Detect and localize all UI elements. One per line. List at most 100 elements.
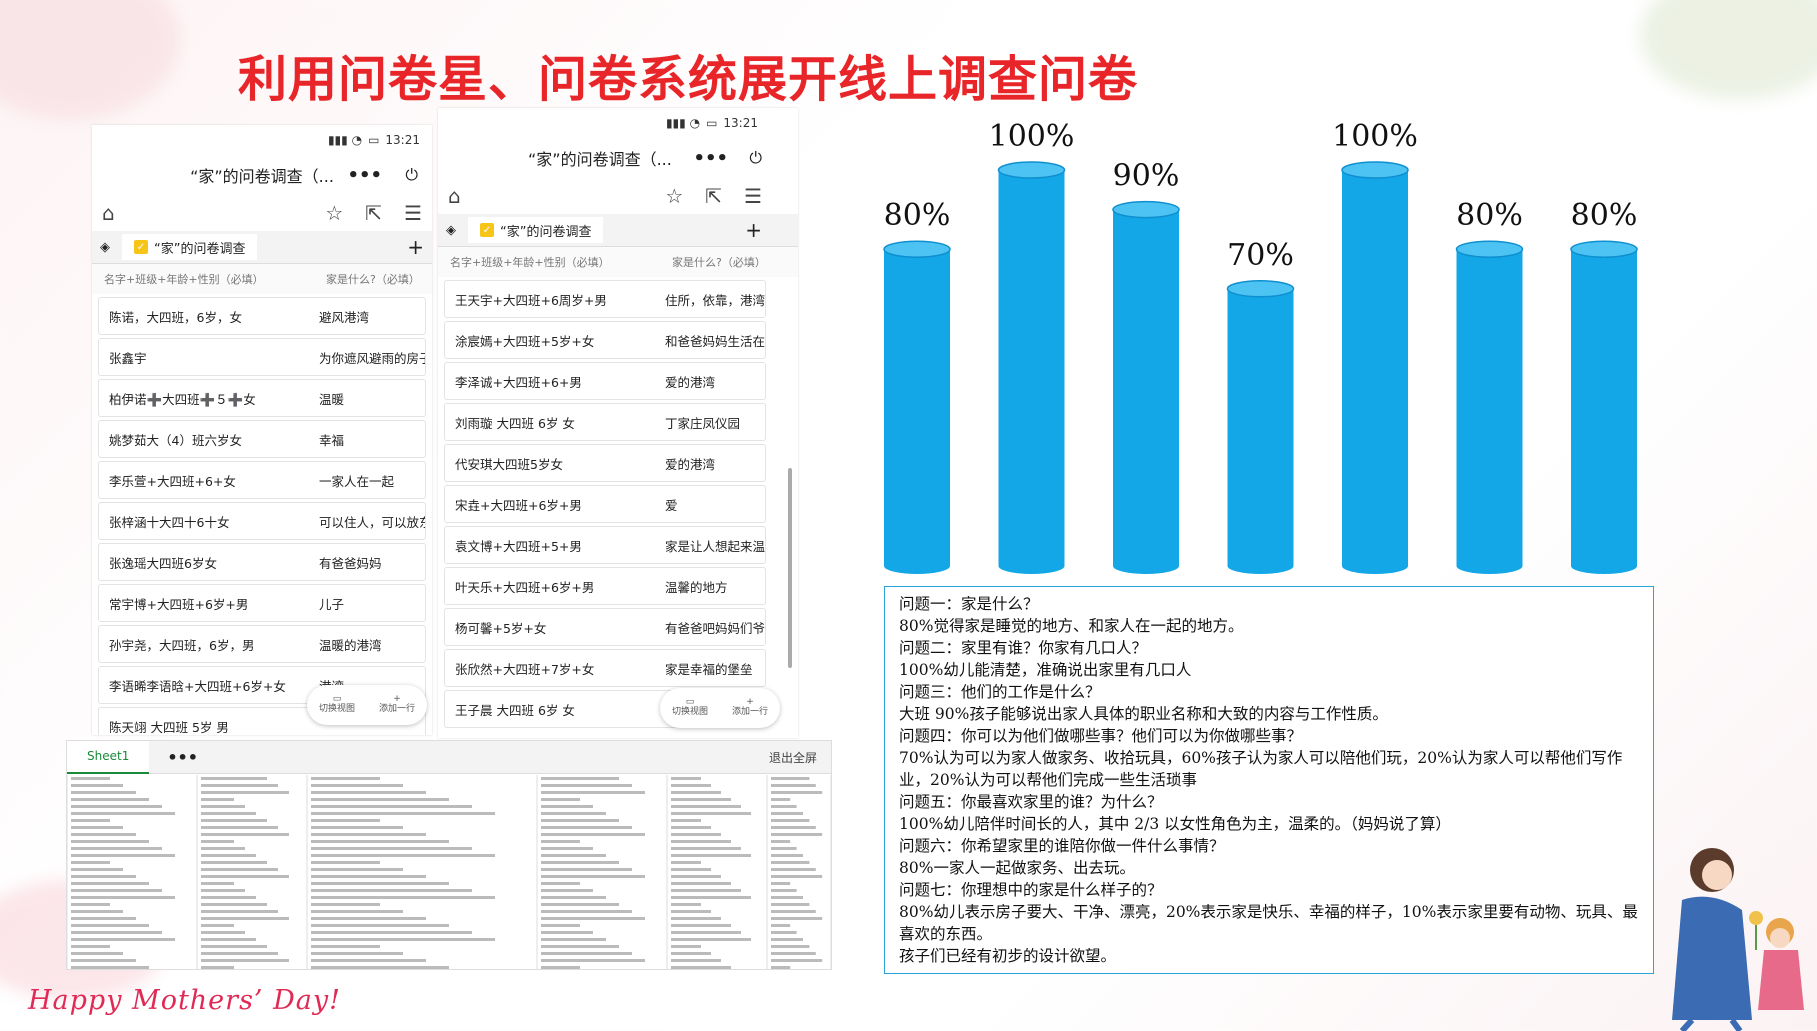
cell-text xyxy=(671,833,721,836)
more-icon[interactable]: ••• xyxy=(167,747,199,767)
cell-text xyxy=(771,882,791,885)
add-tab-icon[interactable]: + xyxy=(745,218,762,242)
cell-text xyxy=(771,847,797,850)
bar-value-label: 100% xyxy=(1332,119,1418,154)
cell-text xyxy=(311,798,449,801)
column-name: 名字+班级+年龄+性别（必填） xyxy=(450,256,610,269)
cell-text xyxy=(671,777,701,780)
cell-text xyxy=(541,784,632,787)
tab-survey[interactable]: ✓ “家”的问卷调查 xyxy=(468,217,604,243)
layers-icon[interactable]: ◈ xyxy=(100,239,110,255)
table-row[interactable]: 宋垚+大四班+6岁+男 爱 xyxy=(444,485,766,523)
switch-view-button[interactable]: ▭ 切换视图 xyxy=(671,697,708,717)
table-row[interactable]: 张欣然+大四班+7岁+女 家是幸福的堡垒 xyxy=(444,649,766,687)
cell-text xyxy=(201,931,245,934)
power-icon[interactable]: ⏻ xyxy=(405,165,418,184)
header-title: “家”的问卷调查（... xyxy=(190,167,334,186)
sheet-toolbar: Sheet1 ••• 退出全屏 xyxy=(67,741,831,774)
answer-line: 100%幼儿能清楚，准确说出家里有几口人 xyxy=(899,661,1192,679)
table-row[interactable]: 代安琪大四班5岁女 爱的港湾 xyxy=(444,444,766,482)
cell-text xyxy=(71,903,110,906)
cell-text xyxy=(541,819,619,822)
table-row[interactable]: 杨可馨+5岁+女 有爸爸吧妈妈们爷爷奶 xyxy=(444,608,766,646)
cell-text xyxy=(311,966,449,969)
cell-text xyxy=(771,896,803,899)
cell-text xyxy=(541,966,580,969)
table-row[interactable]: 张梓涵十大四十6十女 可以住人，可以放东 xyxy=(98,502,426,540)
status-time: 13:21 xyxy=(723,116,758,130)
cell-text xyxy=(311,833,426,836)
table-row[interactable]: 常宇博+大四班+6岁+男 儿子 xyxy=(98,584,426,622)
cell-text xyxy=(541,875,645,878)
home-icon[interactable]: ⌂ xyxy=(102,201,115,225)
table-row[interactable]: 李乐萱+大四班+6+女 一家人在一起 xyxy=(98,461,426,499)
table-row[interactable]: 叶天乐+大四班+6岁+男 温馨的地方 xyxy=(444,567,766,605)
add-row-button[interactable]: + 添加一行 xyxy=(378,694,415,714)
bar xyxy=(1570,240,1638,574)
sheet-grid xyxy=(67,775,831,969)
layers-icon[interactable]: ◈ xyxy=(446,222,456,238)
cell-text xyxy=(541,805,593,808)
toolbar: ⌂ ☆ ⇱ ☰ xyxy=(92,195,432,231)
cell-text xyxy=(311,896,495,899)
switch-view-button[interactable]: ▭ 切换视图 xyxy=(318,694,355,714)
cell-text xyxy=(71,819,110,822)
cell-text xyxy=(201,840,234,843)
share-icon[interactable]: ⇱ xyxy=(705,184,723,208)
cell-text xyxy=(311,854,495,857)
table-row[interactable]: 刘雨璇 大四班 6岁 女 丁家庄凤仪园 xyxy=(444,403,766,441)
star-icon[interactable]: ☆ xyxy=(325,201,344,225)
menu-icon[interactable]: ☰ xyxy=(404,201,422,225)
cell-text xyxy=(541,798,580,801)
cell-text xyxy=(671,840,731,843)
table-row[interactable]: 袁文博+大四班+5+男 家是让人想起来温暖的 xyxy=(444,526,766,564)
cell-text xyxy=(541,931,593,934)
table-row[interactable]: 陈诺，大四班，6岁，女 避风港湾 xyxy=(98,297,426,335)
column-header: 名字+班级+年龄+性别（必填） 家是什么?（必填） xyxy=(92,264,432,294)
cell-text xyxy=(201,875,289,878)
table-row[interactable]: 王天宇+大四班+6周岁+男 住所，依靠，港湾 xyxy=(444,280,766,318)
cell-text xyxy=(201,868,278,871)
table-row[interactable]: 姚梦茹大（4）班六岁女 幸福 xyxy=(98,420,426,458)
power-icon[interactable]: ⏻ xyxy=(749,148,762,167)
cell-name: 叶天乐+大四班+6岁+男 xyxy=(455,579,595,595)
cell-text xyxy=(201,847,245,850)
cell-text xyxy=(311,777,380,780)
question-line: 问题五：你最喜欢家里的谁？为什么？ xyxy=(899,793,1163,811)
table-row[interactable]: 涂宸嫣+大四班+5岁+女 和爸爸妈妈生活在一起 xyxy=(444,321,766,359)
bar-value-label: 80% xyxy=(884,198,951,233)
menu-icon[interactable]: ☰ xyxy=(744,184,762,208)
more-icon[interactable]: ••• xyxy=(693,147,728,169)
table-row[interactable]: 柏伊诺➕大四班➕５➕女 温暖 xyxy=(98,379,426,417)
question-line: 问题三：他们的工作是什么？ xyxy=(899,683,1101,701)
share-icon[interactable]: ⇱ xyxy=(365,201,383,225)
add-tab-icon[interactable]: + xyxy=(407,235,424,259)
cell-answer: 儿子 xyxy=(319,596,345,612)
table-row[interactable]: 李泽诚+大四班+6+男 爱的港湾 xyxy=(444,362,766,400)
checkbox-icon: ✓ xyxy=(134,240,148,254)
cell-text xyxy=(201,854,256,857)
table-row[interactable]: 张鑫宇 为你遮风避雨的房子 xyxy=(98,338,426,376)
cell-answer: 有爸爸吧妈妈们爷爷奶 xyxy=(665,620,765,636)
add-row-button[interactable]: + 添加一行 xyxy=(731,697,768,717)
cell-text xyxy=(311,840,449,843)
exit-fullscreen-button[interactable]: 退出全屏 xyxy=(768,750,817,765)
cell-text xyxy=(71,840,149,843)
tab-label: “家”的问卷调查 xyxy=(500,224,592,240)
sheet-tab[interactable]: Sheet1 xyxy=(67,741,150,774)
cell-text xyxy=(71,854,175,857)
bar xyxy=(1112,200,1180,574)
table-row[interactable]: 孙宇尧，大四班，6岁，男 温暖的港湾 xyxy=(98,625,426,663)
cell-text xyxy=(311,952,403,955)
answer-line: 80%幼儿表示房子要大、干净、漂亮，20%表示家是快乐、幸福的样子，10%表示家… xyxy=(899,903,1638,943)
home-icon[interactable]: ⌂ xyxy=(448,184,461,208)
tab-survey[interactable]: ✓ “家”的问卷调查 xyxy=(122,234,258,260)
cell-name: 孙宇尧，大四班，6岁，男 xyxy=(109,637,255,653)
cell-text xyxy=(201,833,289,836)
header-title: “家”的问卷调查（... xyxy=(528,150,672,169)
scrollbar[interactable] xyxy=(788,468,792,668)
table-row[interactable]: 张逸瑶大四班6岁女 有爸爸妈妈 xyxy=(98,543,426,581)
answer-line: 孩子们已经有初步的设计欲望。 xyxy=(899,947,1117,965)
more-icon[interactable]: ••• xyxy=(347,164,382,186)
star-icon[interactable]: ☆ xyxy=(665,184,684,208)
